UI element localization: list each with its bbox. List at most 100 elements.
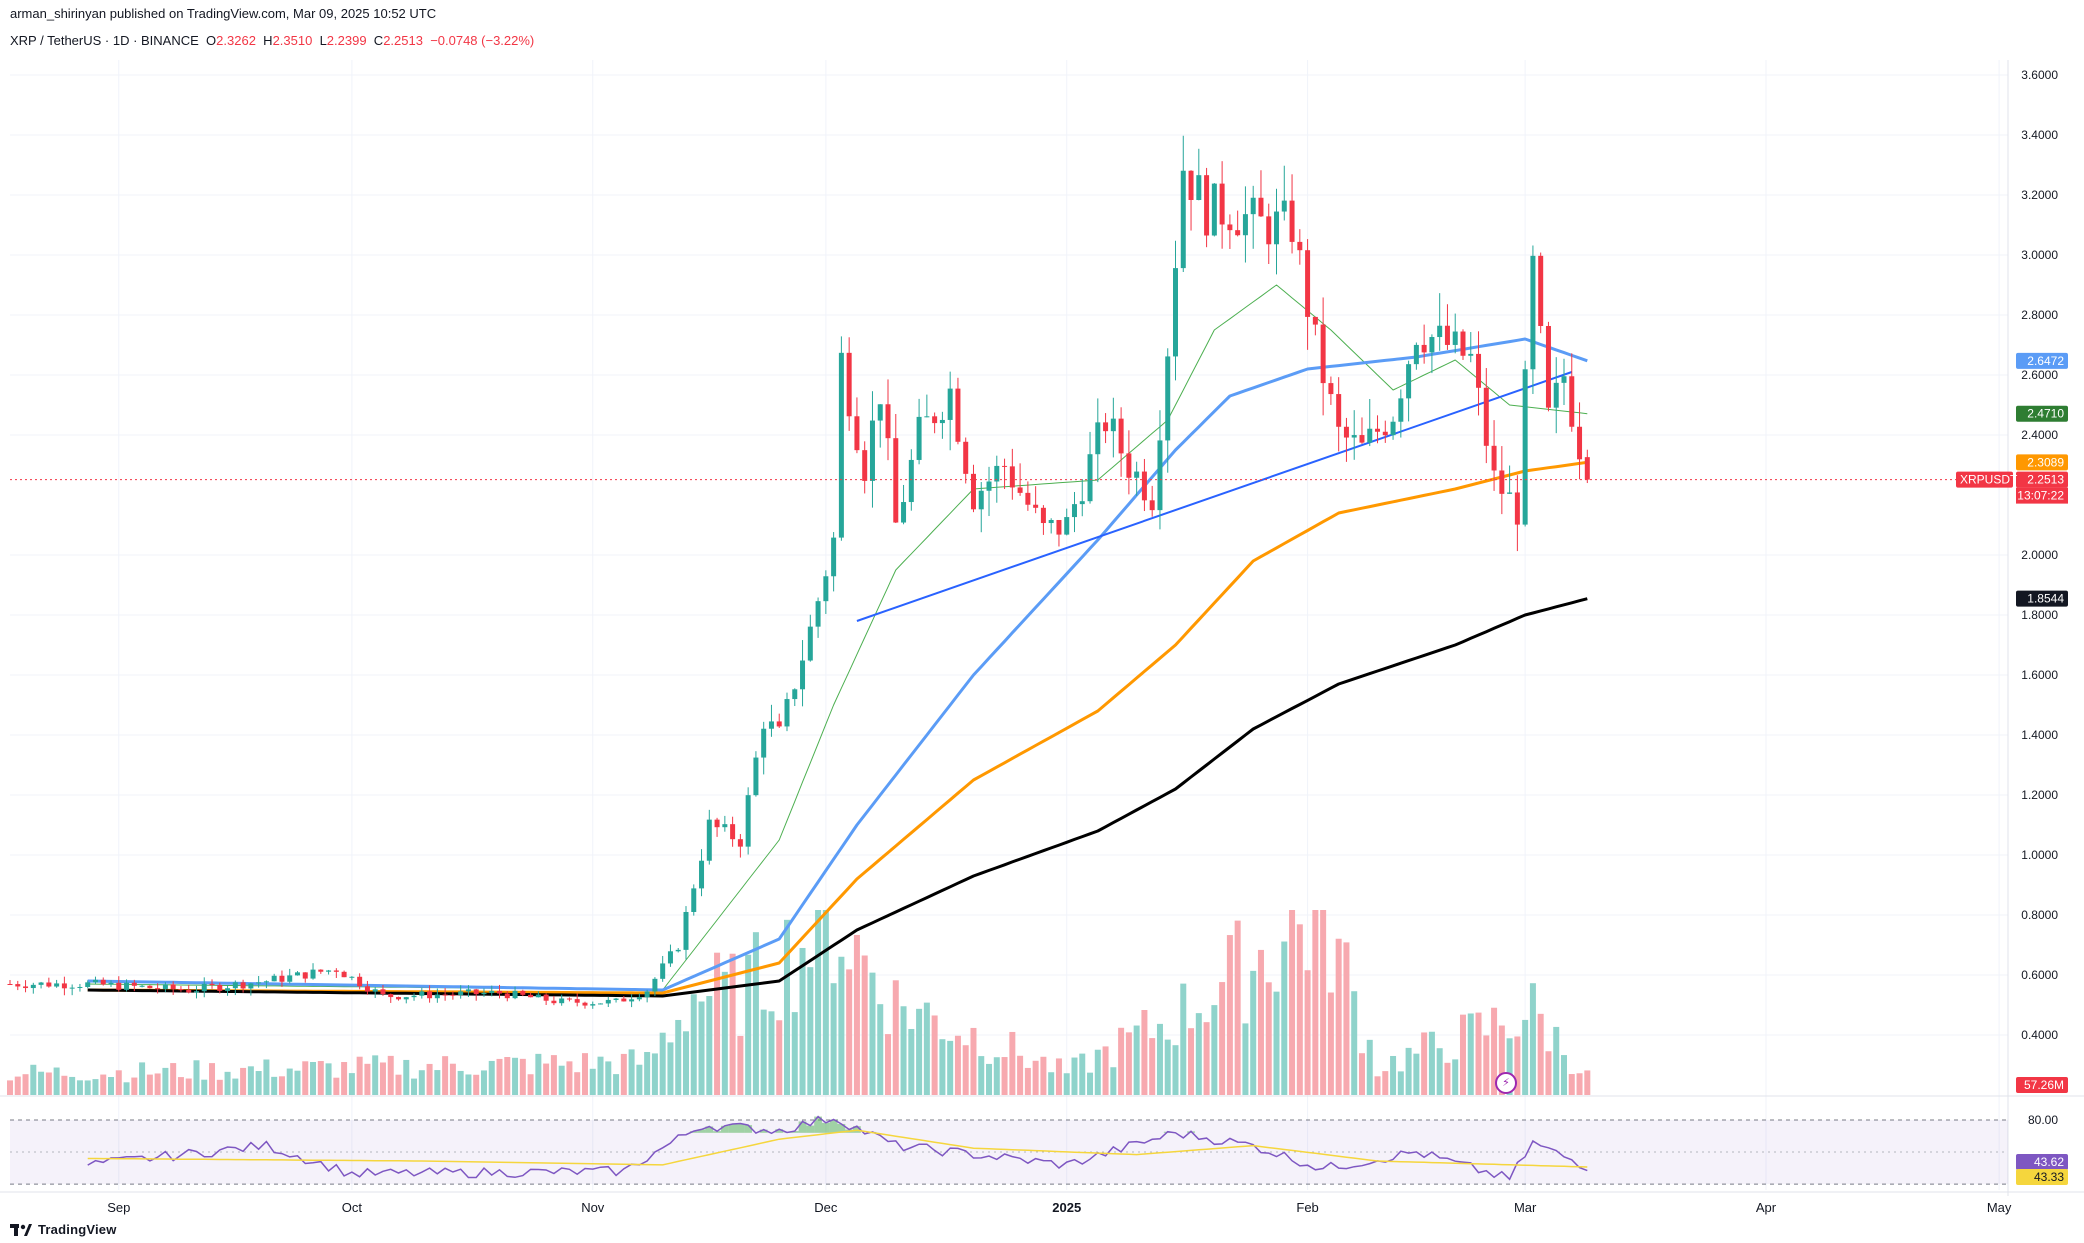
candle-body[interactable] — [800, 660, 806, 690]
candle-body[interactable] — [1483, 387, 1489, 446]
candle-body[interactable] — [30, 984, 36, 989]
candle-body[interactable] — [699, 860, 705, 889]
candle-body[interactable] — [1375, 428, 1381, 432]
candle-body[interactable] — [792, 689, 798, 700]
candle-body[interactable] — [737, 839, 743, 847]
candle-body[interactable] — [574, 999, 580, 1003]
candle-body[interactable] — [1320, 324, 1326, 384]
candle-body[interactable] — [294, 972, 300, 976]
candle-body[interactable] — [1118, 418, 1124, 454]
candle-body[interactable] — [155, 988, 161, 990]
candle-body[interactable] — [193, 991, 199, 993]
candle-body[interactable] — [908, 459, 914, 503]
candle-body[interactable] — [473, 989, 479, 995]
candle-body[interactable] — [1281, 200, 1287, 212]
candle-body[interactable] — [318, 969, 324, 972]
rsi-ma-line[interactable] — [87, 1129, 1588, 1168]
candle-body[interactable] — [380, 989, 386, 995]
candle-body[interactable] — [1398, 398, 1404, 422]
candle-body[interactable] — [411, 995, 417, 998]
candle-body[interactable] — [1227, 224, 1233, 231]
candle-body[interactable] — [100, 979, 106, 985]
candle-body[interactable] — [1328, 383, 1334, 395]
candle-body[interactable] — [465, 989, 471, 992]
candle-body[interactable] — [566, 998, 572, 1000]
candle-body[interactable] — [947, 388, 953, 420]
ema-line-ema-100[interactable] — [87, 460, 1588, 995]
candle-body[interactable] — [504, 993, 510, 999]
candle-body[interactable] — [939, 419, 945, 424]
candle-body[interactable] — [23, 986, 29, 989]
candle-body[interactable] — [1289, 200, 1295, 242]
candle-body[interactable] — [753, 757, 759, 796]
candle-body[interactable] — [932, 416, 938, 424]
candle-body[interactable] — [201, 983, 207, 992]
candle-body[interactable] — [1017, 487, 1023, 493]
candle-body[interactable] — [310, 969, 316, 979]
tradingview-logo[interactable]: TradingView — [10, 1222, 117, 1237]
candle-body[interactable] — [225, 988, 231, 991]
candle-body[interactable] — [1149, 500, 1155, 511]
candle-body[interactable] — [823, 576, 829, 602]
candle-body[interactable] — [986, 481, 992, 491]
candle-body[interactable] — [1141, 471, 1147, 501]
candle-body[interactable] — [1569, 376, 1575, 427]
candle-body[interactable] — [1437, 325, 1443, 338]
candle-body[interactable] — [963, 441, 969, 474]
candle-body[interactable] — [776, 721, 782, 727]
candle-body[interactable] — [1025, 492, 1031, 505]
candle-body[interactable] — [403, 997, 409, 1000]
candle-body[interactable] — [901, 502, 907, 523]
candle-body[interactable] — [667, 951, 673, 964]
candle-body[interactable] — [706, 819, 712, 861]
candle-body[interactable] — [1491, 445, 1497, 471]
candle-body[interactable] — [349, 976, 355, 978]
candle-body[interactable] — [1429, 337, 1435, 353]
candle-body[interactable] — [675, 949, 681, 952]
candle-body[interactable] — [924, 416, 930, 418]
candle-body[interactable] — [333, 970, 339, 972]
candle-body[interactable] — [768, 721, 774, 729]
candle-body[interactable] — [1312, 316, 1318, 325]
candle-body[interactable] — [1103, 422, 1109, 432]
candle-body[interactable] — [54, 983, 60, 987]
candle-body[interactable] — [1056, 519, 1062, 535]
candle-body[interactable] — [598, 1003, 604, 1005]
candle-body[interactable] — [341, 971, 347, 978]
candle-body[interactable] — [263, 981, 269, 983]
candle-body[interactable] — [372, 989, 378, 992]
candle-body[interactable] — [1584, 457, 1590, 480]
candle-body[interactable] — [916, 416, 922, 460]
candle-body[interactable] — [1095, 422, 1101, 455]
candle-body[interactable] — [644, 991, 650, 998]
candle-body[interactable] — [629, 999, 635, 1002]
candle-body[interactable] — [61, 983, 67, 989]
candle-body[interactable] — [1126, 453, 1132, 478]
candle-body[interactable] — [784, 699, 790, 727]
candle-body[interactable] — [893, 438, 899, 523]
candle-body[interactable] — [590, 1004, 596, 1006]
ema-line-ema-50[interactable] — [87, 337, 1588, 992]
candle-body[interactable] — [131, 982, 137, 986]
candle-body[interactable] — [1079, 501, 1085, 505]
candle-body[interactable] — [442, 994, 448, 996]
candle-body[interactable] — [955, 388, 961, 442]
candle-body[interactable] — [1507, 492, 1513, 494]
candle-body[interactable] — [388, 994, 394, 998]
candle-body[interactable] — [139, 985, 145, 987]
candle-body[interactable] — [427, 991, 433, 999]
candle-body[interactable] — [419, 991, 425, 996]
candle-body[interactable] — [1336, 394, 1342, 427]
candle-body[interactable] — [1421, 344, 1427, 353]
candle-body[interactable] — [535, 994, 541, 998]
candle-body[interactable] — [877, 404, 883, 421]
candle-body[interactable] — [761, 728, 767, 758]
candle-body[interactable] — [1382, 431, 1388, 436]
candle-body[interactable] — [1110, 418, 1116, 432]
candle-body[interactable] — [1522, 369, 1528, 525]
candle-body[interactable] — [543, 994, 549, 1001]
candle-body[interactable] — [364, 986, 370, 992]
candle-body[interactable] — [1367, 428, 1373, 443]
candle-body[interactable] — [551, 1000, 557, 1004]
candle-body[interactable] — [1305, 250, 1311, 317]
